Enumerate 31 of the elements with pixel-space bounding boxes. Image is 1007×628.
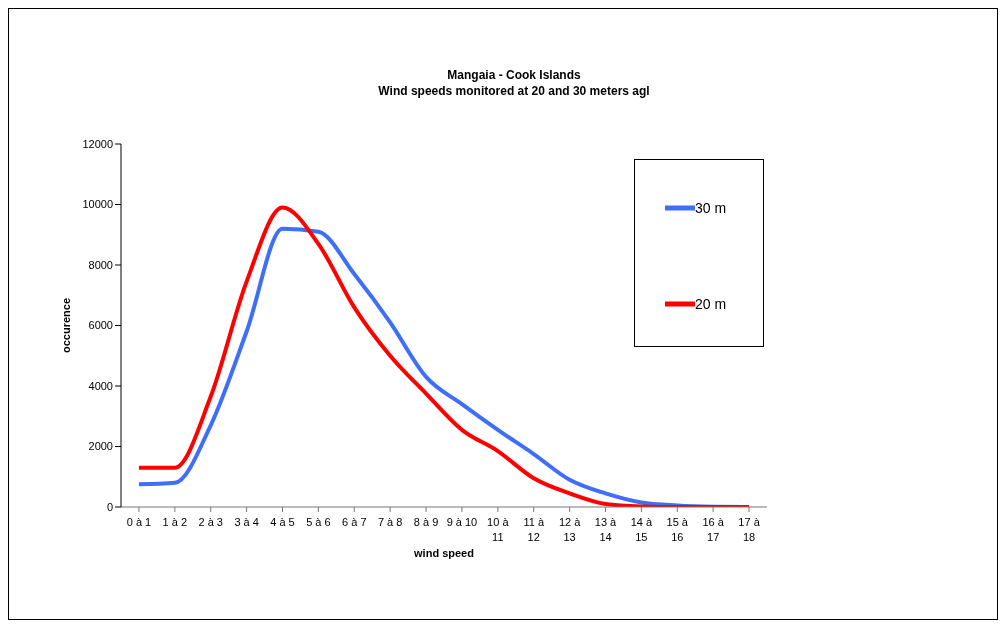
x-tick-label: 13 à 14	[594, 516, 618, 543]
x-tick-label: 14 à 15	[630, 516, 653, 543]
x-tick-label: 1 à 2	[162, 516, 188, 528]
x-tick-label: 9 à 10	[446, 516, 478, 528]
x-tick-label: 0 à 1	[126, 516, 152, 528]
y-tick-label: 4000	[88, 379, 113, 392]
x-tick-label: 6 à 7	[342, 516, 367, 528]
y-tick-label: 0	[106, 500, 113, 513]
chart-title: Mangaia - Cook Islands	[446, 67, 582, 83]
chart-subtitle: Wind speeds monitored at 20 and 30 meters agl	[377, 83, 651, 99]
x-tick-label: 15 à 16	[666, 516, 689, 543]
legend-label: 20 m	[695, 296, 727, 312]
x-tick-label: 4 à 5	[270, 516, 295, 528]
x-tick-label: 2 à 3	[198, 516, 223, 528]
x-tick-label: 10 à 11	[487, 516, 510, 543]
x-tick-label: 3 à 4	[234, 516, 259, 528]
y-tick-label: 8000	[88, 258, 113, 271]
y-tick-label: 12000	[82, 137, 113, 150]
x-tick-label: 5 à 6	[306, 516, 331, 528]
y-tick-label: 6000	[88, 319, 113, 332]
y-tick-label: 10000	[82, 198, 113, 211]
x-axis-title: wind speed	[413, 547, 474, 559]
x-tick-label: 8 à 9	[413, 516, 439, 528]
x-tick-label: 16 à 17	[702, 516, 725, 543]
y-tick-label: 2000	[88, 440, 113, 453]
x-tick-label: 17 à 18	[738, 516, 761, 543]
x-tick-label: 12 à 13	[558, 516, 582, 543]
y-axis-title: occurence	[59, 297, 72, 354]
x-tick-label: 11 à 12	[523, 516, 545, 543]
x-tick-label: 7 à 8	[377, 516, 403, 528]
legend-label: 30 m	[695, 200, 727, 216]
